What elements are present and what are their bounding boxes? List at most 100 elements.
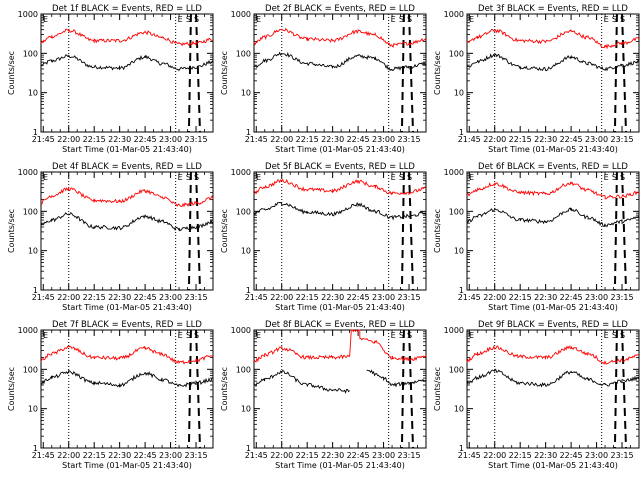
x-tick-label: 22:00 (270, 451, 293, 460)
y-tick-label: 1 (459, 444, 464, 453)
events-series-line (466, 207, 640, 228)
y-tick-label: 10 (454, 247, 464, 256)
marker-e-label: E (178, 173, 183, 182)
dashed-marker-line (621, 329, 628, 449)
marker-s-label: S (399, 331, 404, 340)
chart-panel-8: Det 8f BLACK = Events, RED = LLD 1 10 100 10… (220, 320, 427, 470)
x-tick-label: 23:00 (372, 451, 395, 460)
events-series-line (253, 369, 427, 394)
x-tick-label: 22:45 (134, 451, 157, 460)
dashed-marker-line (187, 329, 192, 449)
marker-s-label: S (620, 15, 625, 24)
lld-series-line (40, 28, 214, 47)
y-tick-label: 1000 (444, 10, 464, 19)
x-tick-label: 22:45 (347, 293, 370, 302)
y-tick-label: 100 (236, 365, 251, 374)
marker-e-label: E (604, 331, 609, 340)
marker-e-label: E (469, 331, 474, 340)
y-tick-label: 100 (449, 207, 464, 216)
x-tick-label: 22:15 (83, 451, 106, 460)
y-axis-label: Counts/sec (220, 367, 229, 411)
lld-series-line (466, 28, 640, 50)
dashed-marker-line (408, 13, 415, 133)
events-series-line (40, 369, 214, 388)
y-tick-label: 10 (28, 247, 38, 256)
chart-panel-7: Det 7f BLACK = Events, RED = LLD 1 10 100 10… (7, 320, 214, 470)
x-axis-label: Start Time (01-Mar-05 21:43:40) (62, 461, 192, 470)
chart-title: Det 1f BLACK = Events, RED = LLD (52, 4, 202, 14)
x-tick-label: 23:15 (610, 293, 633, 302)
chart-panel-1: Det 1f BLACK = Events, RED = LLD 1 10 100 10… (7, 4, 214, 154)
x-tick-label: 23:15 (610, 135, 633, 144)
x-axis-label: Start Time (01-Mar-05 21:43:40) (488, 145, 618, 154)
x-tick-label: 23:15 (397, 293, 420, 302)
lld-series-line (253, 329, 427, 363)
x-axis-label: Start Time (01-Mar-05 21:43:40) (62, 145, 192, 154)
plot-frame (40, 329, 214, 449)
y-tick-label: 1 (459, 128, 464, 137)
x-tick-label: 23:00 (159, 135, 182, 144)
marker-e-label: E (43, 331, 48, 340)
x-tick-label: 22:00 (57, 135, 80, 144)
marker-s-label: S (612, 173, 617, 182)
y-tick-label: 10 (454, 89, 464, 98)
x-axis-label: Start Time (01-Mar-05 21:43:40) (275, 145, 405, 154)
x-tick-label: 22:45 (134, 293, 157, 302)
y-tick-label: 1 (33, 286, 38, 295)
x-tick-label: 21:45 (32, 451, 55, 460)
x-tick-label: 22:45 (560, 451, 583, 460)
y-tick-label: 1 (246, 444, 251, 453)
lld-series-line (40, 186, 214, 208)
y-axis-label: Counts/sec (7, 51, 16, 95)
x-tick-label: 22:15 (296, 293, 319, 302)
plot-frame (253, 171, 427, 291)
x-tick-label: 22:30 (321, 293, 344, 302)
x-tick-label: 22:00 (57, 293, 80, 302)
y-axis-label: Counts/sec (7, 209, 16, 253)
dashed-marker-line (408, 171, 415, 291)
y-tick-label: 100 (449, 365, 464, 374)
dashed-marker-line (400, 329, 405, 449)
x-tick-label: 21:45 (32, 135, 55, 144)
marker-s-label: S (399, 173, 404, 182)
x-tick-label: 22:00 (483, 451, 506, 460)
marker-s-label: S (194, 173, 199, 182)
x-axis-label: Start Time (01-Mar-05 21:43:40) (275, 303, 405, 312)
events-series-line (40, 54, 214, 72)
events-series-line (466, 53, 640, 72)
chart-title: Det 6f BLACK = Events, RED = LLD (478, 162, 628, 172)
marker-e-label: E (391, 15, 396, 24)
x-tick-label: 23:15 (610, 451, 633, 460)
x-axis-label: Start Time (01-Mar-05 21:43:40) (488, 303, 618, 312)
y-tick-label: 100 (23, 49, 38, 58)
lld-series-line (253, 178, 427, 196)
y-axis-label: Counts/sec (433, 51, 442, 95)
x-tick-label: 21:45 (245, 135, 268, 144)
x-tick-label: 23:15 (397, 451, 420, 460)
x-tick-label: 23:00 (585, 293, 608, 302)
x-tick-label: 21:45 (32, 293, 55, 302)
dashed-marker-line (613, 13, 618, 133)
marker-s-label: S (620, 331, 625, 340)
y-tick-label: 10 (241, 405, 251, 414)
marker-s-label: S (620, 173, 625, 182)
x-tick-label: 23:15 (184, 135, 207, 144)
marker-s-label: S (186, 331, 191, 340)
chart-panel-5: Det 5f BLACK = Events, RED = LLD 1 10 100 10… (220, 162, 427, 312)
x-axis-label: Start Time (01-Mar-05 21:43:40) (62, 303, 192, 312)
y-tick-label: 1 (246, 128, 251, 137)
plot-frame (40, 13, 214, 133)
marker-e-label: E (178, 15, 183, 24)
lld-series-line (253, 27, 427, 48)
chart-title: Det 7f BLACK = Events, RED = LLD (52, 320, 202, 330)
y-tick-label: 10 (454, 405, 464, 414)
x-tick-label: 21:45 (458, 293, 481, 302)
marker-s-label: S (194, 331, 199, 340)
y-tick-label: 10 (28, 405, 38, 414)
dashed-marker-line (613, 329, 618, 449)
y-tick-label: 10 (241, 247, 251, 256)
plot-frame (253, 329, 427, 449)
x-tick-label: 22:30 (534, 293, 557, 302)
plot-frame (466, 171, 640, 291)
y-tick-label: 1000 (18, 326, 38, 335)
